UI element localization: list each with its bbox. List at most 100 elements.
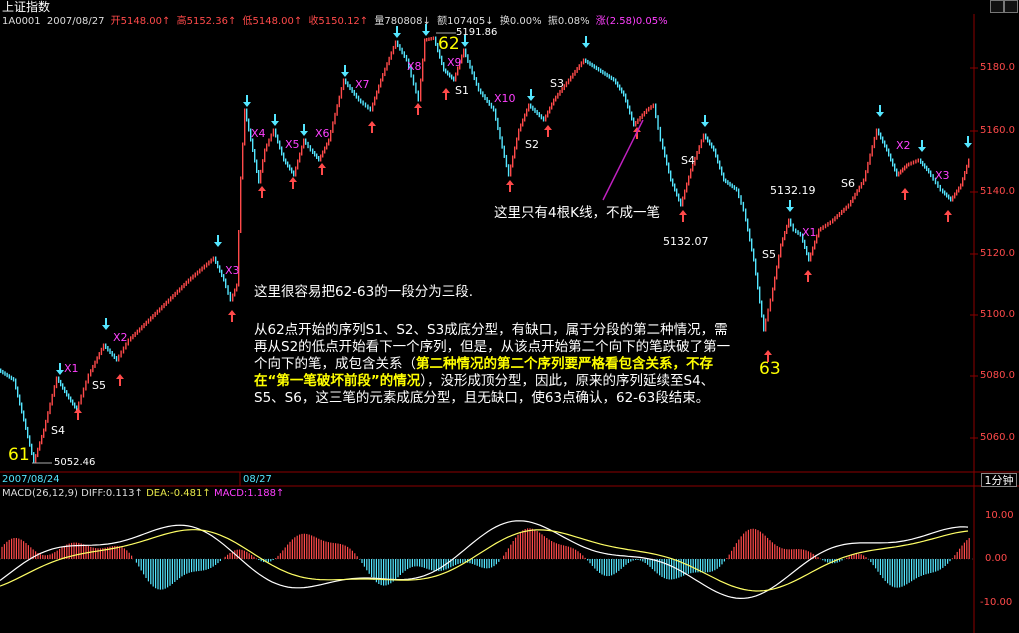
amplitude: 振0.08%: [547, 16, 590, 27]
segment-label: S1: [455, 84, 469, 97]
candle: [705, 133, 707, 140]
candle: [721, 166, 723, 176]
candle: [130, 336, 132, 342]
candle: [147, 318, 150, 324]
restore-button[interactable]: [990, 0, 1004, 13]
candle: [886, 144, 888, 152]
candle: [347, 81, 349, 88]
candle: [90, 369, 92, 377]
candle: [503, 145, 505, 158]
candle: [890, 153, 892, 162]
candle: [96, 356, 98, 364]
date-label: 2007/08/24: [2, 474, 60, 485]
candle: [900, 169, 902, 175]
candle: [76, 405, 78, 412]
candle: [163, 302, 165, 309]
candle: [256, 159, 258, 173]
candle: [227, 285, 229, 295]
candle: [561, 87, 563, 93]
candle: [74, 402, 76, 409]
candle: [397, 40, 399, 48]
candle: [459, 60, 461, 70]
candle: [694, 156, 696, 166]
candle: [85, 380, 87, 391]
candle: [449, 72, 451, 78]
candle: [252, 138, 254, 152]
fractal-arrows: [56, 24, 972, 420]
candle: [526, 108, 528, 117]
candle: [217, 260, 219, 269]
candle: [424, 38, 426, 62]
candle: [100, 347, 103, 356]
candle: [194, 272, 196, 278]
macd-header: MACD(26,12,9) DIFF:0.113↑ DEA:-0.481↑ MA…: [2, 487, 284, 500]
candle: [551, 102, 553, 110]
candle: [412, 74, 415, 86]
candle: [165, 300, 167, 306]
candle: [223, 274, 225, 282]
candle: [132, 334, 134, 340]
candle: [542, 116, 545, 122]
candle: [349, 84, 351, 91]
candle: [212, 256, 215, 262]
candle: [242, 142, 244, 180]
candle: [134, 331, 136, 338]
candle: [958, 186, 960, 193]
candle: [372, 102, 374, 112]
candle: [192, 274, 194, 280]
segment-label: S4: [51, 424, 65, 437]
candle: [152, 314, 154, 320]
candle: [111, 351, 113, 357]
candle: [795, 228, 797, 234]
candle: [480, 88, 482, 95]
segment-label: X1: [802, 226, 817, 239]
candle: [643, 111, 646, 117]
high-price: 高5152.36↑: [176, 16, 237, 27]
candle: [585, 58, 587, 63]
candle: [437, 42, 439, 53]
candle: [680, 198, 682, 207]
candle: [31, 443, 33, 456]
candle: [818, 228, 820, 238]
candle: [120, 350, 122, 358]
candle: [572, 72, 574, 79]
candle: [753, 248, 755, 262]
candle: [392, 45, 395, 55]
top-fractal-arrow: [341, 65, 349, 77]
axis-label: 5140.0: [980, 186, 1015, 197]
candle: [25, 418, 27, 430]
close-button[interactable]: [1004, 0, 1018, 13]
price-label: 5132.19: [770, 184, 816, 197]
candle: [576, 67, 578, 73]
candle: [926, 165, 928, 172]
candle: [578, 64, 580, 71]
candle: [176, 289, 179, 295]
candle: [488, 99, 490, 106]
candle: [836, 214, 838, 220]
candle: [684, 189, 686, 200]
axis-label: 5060.0: [980, 432, 1015, 443]
top-fractal-arrow: [582, 36, 590, 48]
period-selector[interactable]: 1分钟: [981, 473, 1017, 487]
candle: [80, 394, 82, 405]
note-three-segments: 这里很容易把62-63的一段分为三段.: [254, 284, 474, 300]
candle: [873, 136, 876, 149]
candle: [10, 375, 13, 381]
candle: [563, 84, 565, 91]
candle: [954, 192, 956, 199]
candle: [53, 385, 56, 397]
candle: [461, 54, 463, 64]
candle: [0, 368, 2, 373]
candle: [767, 308, 769, 322]
candle: [747, 218, 749, 232]
candle: [455, 72, 457, 82]
candle: [597, 67, 600, 72]
candle: [426, 38, 428, 42]
candle: [557, 92, 559, 99]
candle: [68, 393, 70, 400]
candle: [467, 54, 469, 63]
candle: [824, 223, 827, 229]
candle: [952, 195, 954, 202]
candle: [652, 103, 655, 109]
